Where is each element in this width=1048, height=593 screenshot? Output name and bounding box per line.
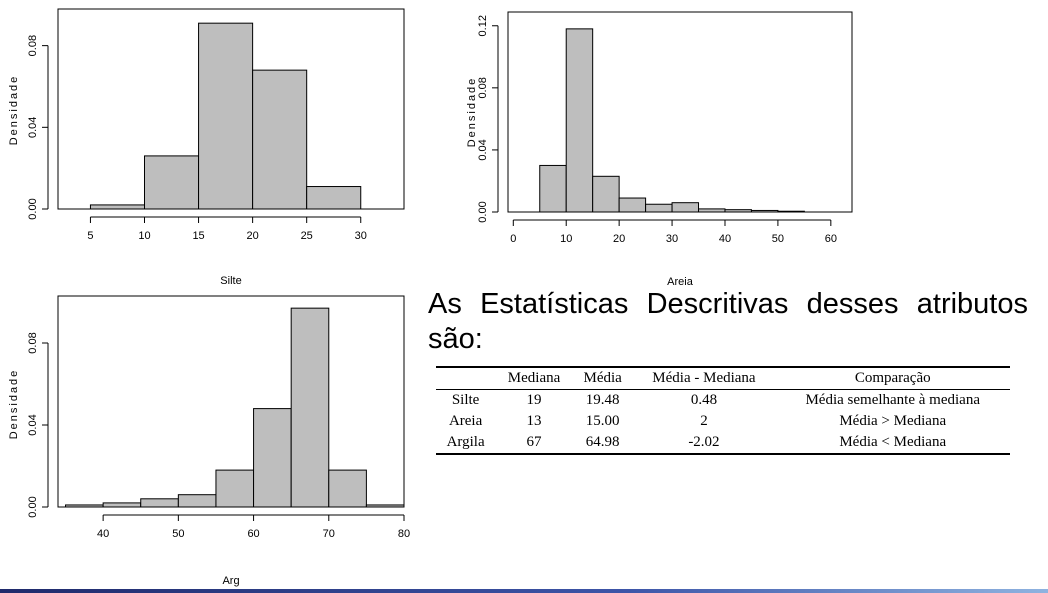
histogram-bar	[750, 209, 779, 213]
table-cell: Média < Mediana	[839, 434, 947, 450]
table-cell: Argila	[446, 434, 485, 450]
descriptive-stats-table: Mediana Média Média - Mediana Comparação…	[436, 366, 1010, 455]
stats-heading: As Estatísticas Descritivas desses atrib…	[428, 288, 1028, 355]
histogram-bar	[365, 504, 405, 508]
x-tick-label: 40	[97, 528, 109, 540]
histogram-bar	[724, 209, 752, 213]
table-row: Argila 67 64.98 -2.02 Média < Mediana	[436, 432, 1010, 454]
x-axis-label: Areia	[667, 276, 694, 288]
y-tick-label: 0.00	[27, 198, 39, 219]
table-row: Areia 13 15.00 2 Média > Mediana	[436, 411, 1010, 432]
histogram-bar	[215, 469, 255, 508]
x-tick-label: 0	[510, 233, 516, 245]
x-tick-label: 10	[138, 230, 150, 242]
y-tick-label: 0.04	[477, 139, 489, 160]
y-tick-label: 0.00	[477, 201, 489, 222]
header-cell: Mediana	[507, 370, 561, 386]
footer-divider	[0, 589, 1048, 593]
x-tick-label: 70	[323, 528, 335, 540]
histogram-bar	[777, 210, 805, 213]
header-cell: Média - Mediana	[652, 370, 756, 386]
x-tick-label: 10	[560, 233, 572, 245]
table-cell: 64.98	[585, 434, 620, 450]
histogram-bar	[290, 307, 330, 508]
histogram-bar	[65, 504, 104, 508]
table-cell: Média > Mediana	[839, 413, 947, 429]
x-axis-label: Arg	[222, 575, 239, 587]
histogram-bar	[645, 203, 673, 213]
x-tick-label: 20	[613, 233, 625, 245]
x-tick-label: 50	[772, 233, 784, 245]
table-cell: 2	[700, 413, 708, 429]
x-tick-label: 60	[247, 528, 259, 540]
table-cell: 15.00	[585, 413, 620, 429]
table-header-row: Mediana Média Média - Mediana Comparação	[436, 367, 1010, 390]
y-tick-label: 0.00	[27, 496, 39, 517]
x-tick-label: 15	[192, 230, 204, 242]
histogram-arg: 40 50 60 70 80 0.00 0.04 0.08 Densidade Arg	[8, 295, 410, 587]
y-tick-label: 0.04	[27, 117, 39, 138]
histogram-bar	[144, 155, 200, 210]
x-tick-label: 5	[87, 230, 93, 242]
histogram-bar	[592, 175, 620, 213]
histogram-areia: 0 10 20 30 40 50 60 0.00 0.04 0.08 0.12 Densidade Ar…	[466, 11, 853, 288]
y-tick-label: 0.08	[27, 332, 39, 353]
histogram-bar	[328, 469, 367, 508]
table-cell: 19	[526, 392, 542, 408]
table-row: Silte 19 19.48 0.48 Média semelhante à m…	[436, 390, 1010, 412]
histogram-bar	[102, 502, 142, 508]
header-cell	[436, 367, 495, 390]
table-cell: Silte	[451, 392, 480, 408]
header-cell: Média	[583, 370, 622, 386]
table-cell: Média semelhante à mediana	[805, 392, 980, 408]
x-tick-label: 80	[398, 528, 410, 540]
x-tick-label: 30	[666, 233, 678, 245]
y-tick-label: 0.08	[477, 77, 489, 98]
x-axis-label: Silte	[220, 275, 241, 287]
header-cell: Comparação	[854, 370, 931, 386]
y-tick-label: 0.08	[27, 35, 39, 56]
table-cell: Areia	[448, 413, 483, 429]
histogram-bar	[671, 202, 700, 213]
histogram-bar	[539, 164, 567, 213]
histogram-bar	[177, 494, 217, 508]
x-tick-label: 25	[301, 230, 313, 242]
x-tick-label: 20	[247, 230, 259, 242]
histogram-bar	[253, 408, 292, 508]
histogram-bar	[618, 197, 647, 213]
histogram-bar	[306, 186, 362, 210]
table-cell: -2.02	[688, 434, 720, 450]
histogram-bar	[140, 498, 179, 508]
x-tick-label: 30	[355, 230, 367, 242]
histogram-silte: 5 10 15 20 25 30 0.00 0.04 0.08 Densidade Silte	[8, 8, 405, 287]
histogram-bar	[252, 69, 308, 210]
histogram-bar	[698, 208, 726, 213]
y-tick-label: 0.04	[27, 414, 39, 435]
y-axis-label: Densidade	[8, 75, 20, 146]
table-cell: 13	[526, 413, 542, 429]
x-tick-label: 60	[825, 233, 837, 245]
histogram-bar	[565, 28, 594, 213]
x-tick-label: 50	[172, 528, 184, 540]
y-axis-label: Densidade	[8, 369, 20, 440]
table-cell: 19.48	[585, 392, 620, 408]
x-tick-label: 40	[719, 233, 731, 245]
table-cell: 0.48	[690, 392, 718, 408]
y-tick-label: 0.12	[477, 15, 489, 36]
y-axis-label: Densidade	[466, 77, 478, 148]
histogram-bar	[198, 22, 254, 210]
table-cell: 67	[526, 434, 542, 450]
